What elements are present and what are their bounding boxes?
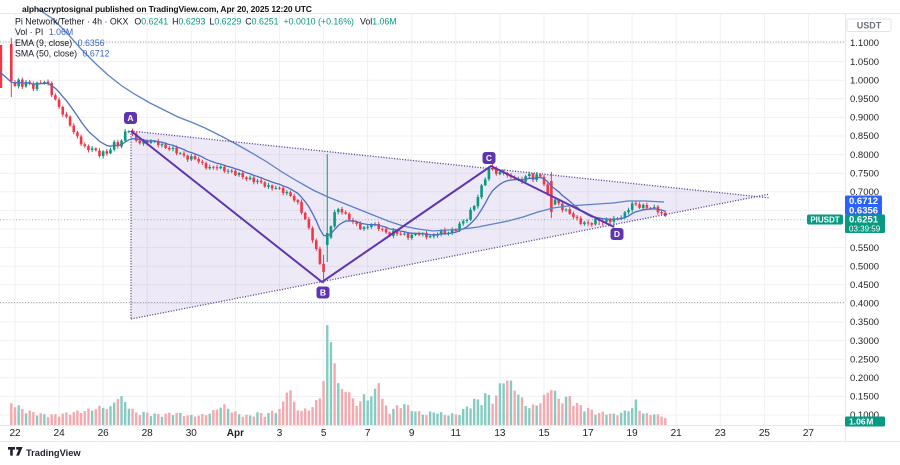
svg-text:USDT: USDT <box>857 21 882 31</box>
svg-text:0.5500: 0.5500 <box>850 243 879 254</box>
svg-text:1.06 M: 1.06 M <box>849 417 873 427</box>
svg-text:0.2000: 0.2000 <box>850 373 879 384</box>
svg-text:0.1500: 0.1500 <box>850 392 879 403</box>
svg-text:0.8000: 0.8000 <box>850 150 879 161</box>
svg-text:26: 26 <box>98 428 110 439</box>
svg-text:7: 7 <box>365 428 371 439</box>
svg-text:0.8500: 0.8500 <box>850 131 879 142</box>
svg-text:A: A <box>127 113 133 123</box>
svg-text:23: 23 <box>715 428 727 439</box>
svg-text:3: 3 <box>277 428 283 439</box>
svg-text:TradingView: TradingView <box>26 448 81 458</box>
svg-text:EMA (9, close) 0.6356: EMA (9, close) 0.6356 <box>15 38 105 48</box>
svg-text:0.6356: 0.6356 <box>849 205 878 216</box>
svg-text:0.9500: 0.9500 <box>850 94 879 105</box>
svg-text:SMA (50, close) 0.6712: SMA (50, close) 0.6712 <box>15 49 110 59</box>
svg-text:17: 17 <box>582 428 594 439</box>
svg-text:C: C <box>486 153 492 163</box>
svg-text:19: 19 <box>627 428 639 439</box>
svg-text:alphacryptosignal published on: alphacryptosignal published on TradingVi… <box>22 4 312 14</box>
svg-text:0.2500: 0.2500 <box>850 354 879 365</box>
svg-text:03:39:59: 03:39:59 <box>849 225 881 234</box>
svg-text:5: 5 <box>321 428 327 439</box>
svg-text:0.4500: 0.4500 <box>850 280 879 291</box>
svg-text:Apr: Apr <box>227 428 244 439</box>
svg-text:9: 9 <box>409 428 415 439</box>
svg-text:0.6712: 0.6712 <box>849 196 878 207</box>
svg-text:13: 13 <box>494 428 506 439</box>
svg-text:0.9000: 0.9000 <box>850 113 879 124</box>
svg-text:1.0000: 1.0000 <box>850 75 879 86</box>
svg-text:0.7000: 0.7000 <box>850 187 879 198</box>
svg-text:15: 15 <box>538 428 550 439</box>
svg-text:25: 25 <box>759 428 771 439</box>
svg-text:24: 24 <box>54 428 66 439</box>
svg-text:30: 30 <box>186 428 198 439</box>
svg-text:0.5000: 0.5000 <box>850 261 879 272</box>
svg-text:1.0500: 1.0500 <box>850 57 879 68</box>
svg-text:PIUSDT: PIUSDT <box>810 216 839 225</box>
svg-text:11: 11 <box>451 428 462 439</box>
svg-text:0.3000: 0.3000 <box>850 336 879 347</box>
svg-text:28: 28 <box>142 428 154 439</box>
svg-text:0.4000: 0.4000 <box>850 299 879 310</box>
svg-text:0.7500: 0.7500 <box>850 168 879 179</box>
svg-text:0.6251: 0.6251 <box>849 215 879 226</box>
svg-text:22: 22 <box>9 428 21 439</box>
svg-text:21: 21 <box>671 428 683 439</box>
svg-text:0.1000: 0.1000 <box>850 410 879 421</box>
svg-text:Vol · PI 1.06M: Vol · PI 1.06M <box>15 27 73 37</box>
svg-text:B: B <box>320 288 326 298</box>
svg-text:1.1000: 1.1000 <box>850 38 879 49</box>
svg-text:27: 27 <box>803 428 815 439</box>
svg-text:D: D <box>614 229 620 239</box>
svg-text:0.3500: 0.3500 <box>850 317 879 328</box>
